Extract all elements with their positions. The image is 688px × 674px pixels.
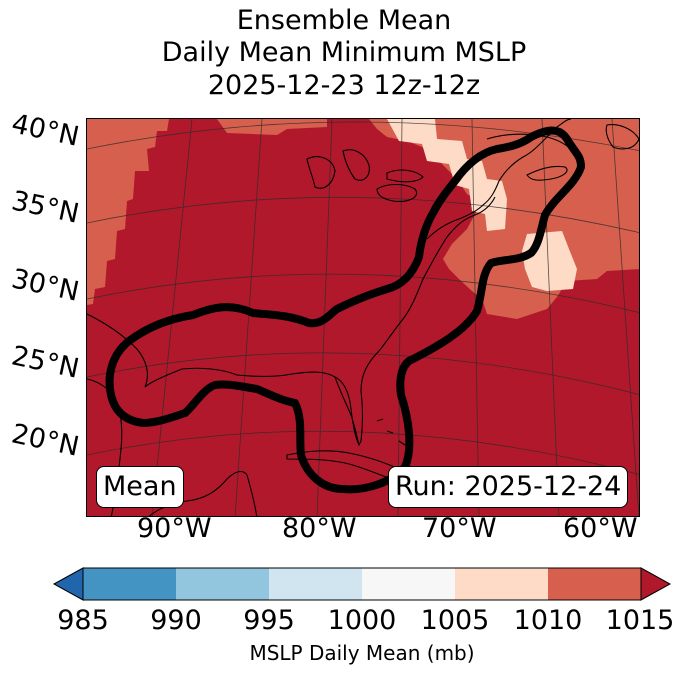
parallel-35n [87,196,639,233]
parallel-25n [87,352,639,395]
florida-coast [334,376,360,446]
bahamas-coast [376,418,406,446]
mean-label-box: Mean [96,466,184,508]
colorbar-tick-1005: 1005 [420,605,490,636]
meridian-85w [234,119,263,516]
us-gulf-coast [87,196,496,447]
colorbar-segment-1005-1010 [455,568,548,600]
lon-label-90w: 90°W [137,513,212,544]
colorbar-segment-1010-1015 [548,568,641,600]
colorbar-extend-low [52,567,84,601]
meridian-65w [541,119,560,516]
map-svg [87,119,639,516]
mslp-1010-region-north [217,119,327,135]
colorbar-tick-995: 995 [243,605,295,636]
lon-label-80w: 80°W [282,513,357,544]
lon-label-60w: 60°W [563,513,638,544]
colorbar [52,567,672,601]
title-line-1: Ensemble Mean [236,5,452,36]
lat-label-35n: 35°N [8,185,82,230]
lat-label-25n: 25°N [8,340,82,385]
colorbar-segment-995-1000 [269,568,362,600]
mslp-1010-region-west [87,119,169,305]
colorbar-segment-990-995 [176,568,269,600]
colorbar-outline [82,567,642,601]
meridian-75w [397,119,403,516]
colorbar-tick-1015: 1015 [605,605,675,636]
mslp-fill-layer [87,119,639,319]
colorbar-segment-1000-1005 [362,568,455,600]
colorbar-tick-1000: 1000 [327,605,397,636]
meridian-60w [611,119,639,516]
nova-scotia-coast [526,165,568,181]
lat-label-20n: 20°N [8,418,82,463]
mslp-1005-region-north [387,119,507,231]
great-lakes-coast [306,149,424,202]
parallel-30n [87,273,639,313]
title-line-2: Daily Mean Minimum MSLP [161,37,527,68]
title-line-3: 2025-12-23 12z-12z [207,70,481,101]
ensemble-contour-line [105,126,585,494]
colorbar-tick-985: 985 [57,605,109,636]
colorbar-segment-985-990 [83,568,176,600]
newfoundland-coast [605,124,639,150]
parallel-20n [87,430,639,475]
run-date-box: Run: 2025-12-24 [388,466,629,508]
colorbar-extend-high [640,567,672,601]
colorbar-tick-1010: 1010 [513,605,583,636]
map-panel [86,118,640,517]
lat-label-30n: 30°N [8,263,82,308]
lat-label-40n: 40°N [8,108,82,153]
lon-label-70w: 70°W [422,513,497,544]
colorbar-tick-990: 990 [150,605,202,636]
colorbar-label: MSLP Daily Mean (mb) [249,641,475,665]
